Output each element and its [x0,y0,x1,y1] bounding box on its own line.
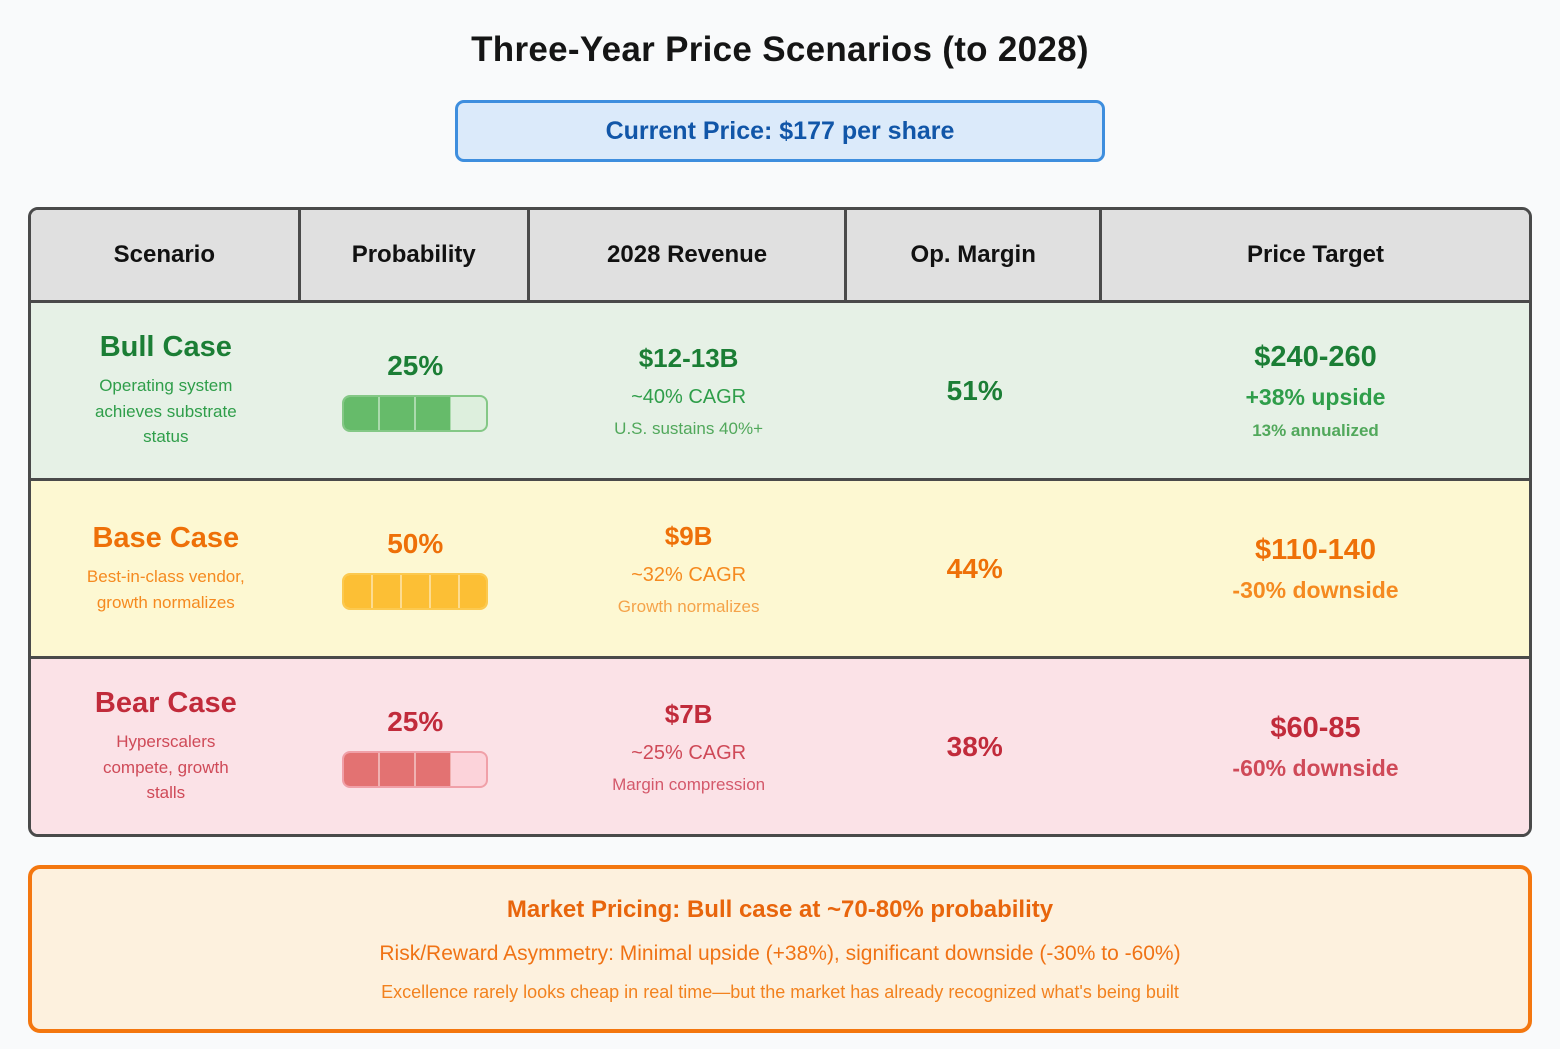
revenue-cagr: ~32% CAGR [631,563,747,586]
probability-bar [342,394,489,432]
scenario-name: Bull Case [99,331,232,364]
probability-value: 25% [387,705,444,737]
op-margin-value: 44% [946,552,1003,584]
scenario-name: Bear Case [94,687,237,720]
price-target-return: +38% upside [1245,383,1386,410]
revenue-cagr: ~25% CAGR [631,741,747,764]
header-scenario: Scenario [31,210,301,300]
probability-bar [342,572,489,610]
scenario-cell: Bear Case Hyperscalers compete, growth s… [31,659,301,834]
revenue-cell: $7B ~25% CAGR Margin compression [530,659,848,834]
scenario-description: Hyperscalers compete, growth stalls [102,732,229,803]
risk-reward-line: Risk/Reward Asymmetry: Minimal upside (+… [379,941,1181,965]
probability-cell: 50% [301,481,530,656]
probability-cell: 25% [301,303,530,478]
probability-bar-fill [344,396,451,430]
revenue-note: Margin compression [612,774,766,794]
header-revenue: 2028 Revenue [530,210,848,300]
revenue-cell: $12-13B ~40% CAGR U.S. sustains 40%+ [530,303,848,478]
table-header-row: Scenario Probability 2028 Revenue Op. Ma… [31,210,1529,300]
table-row-bear-case: Bear Case Hyperscalers compete, growth s… [31,656,1529,834]
scenario-name: Base Case [92,522,240,554]
price-target-value: $60-85 [1270,711,1361,744]
table-row-bull-case: Bull Case Operating system achieves subs… [31,300,1529,478]
header-price-target: Price Target [1247,241,1384,268]
revenue-note: U.S. sustains 40%+ [614,418,763,438]
scenario-description: Operating system achieves substrate stat… [94,376,237,447]
revenue-value: $12-13B [638,342,739,373]
price-target-return: -30% downside [1232,576,1399,603]
scenario-description: Best-in-class vendor, growth normalizes [86,567,245,612]
closing-remark-line: Excellence rarely looks cheap in real ti… [381,981,1179,1002]
price-target-note: 13% annualized [1252,420,1379,440]
revenue-cagr: ~40% CAGR [631,385,747,408]
op-margin-cell: 38% [847,659,1102,834]
price-target-cell: $240-260 +38% upside 13% annualized [1102,303,1529,478]
price-target-value: $110-140 [1255,533,1376,566]
header-probability: Probability [301,210,530,300]
price-target-value: $240-260 [1254,340,1377,373]
revenue-note: Growth normalizes [617,596,760,616]
price-target-return: -60% downside [1232,754,1399,781]
market-pricing-summary-box: Market Pricing: Bull case at ~70-80% pro… [28,865,1532,1033]
op-margin-value: 38% [946,730,1003,762]
probability-value: 50% [387,527,444,559]
op-margin-cell: 44% [847,481,1102,656]
scenario-cell: Bull Case Operating system achieves subs… [31,303,301,478]
scenario-table: Scenario Probability 2028 Revenue Op. Ma… [28,207,1532,837]
current-price-text: Current Price: $177 per share [605,116,955,145]
probability-bar-fill [344,752,451,786]
header-op-margin: Op. Margin [847,210,1103,300]
current-price-banner: Current Price: $177 per share [455,100,1105,162]
op-margin-cell: 51% [847,303,1102,478]
market-pricing-line: Market Pricing: Bull case at ~70-80% pro… [506,895,1054,923]
table-row-base-case: Base Case Best-in-class vendor, growth n… [31,478,1529,656]
revenue-value: $9B [664,520,713,551]
page-title: Three-Year Price Scenarios (to 2028) [471,30,1089,69]
revenue-value: $7B [664,698,713,729]
revenue-cell: $9B ~32% CAGR Growth normalizes [530,481,848,656]
probability-bar [342,750,489,788]
probability-cell: 25% [301,659,530,834]
probability-value: 25% [387,349,444,381]
price-target-cell: $110-140 -30% downside [1102,481,1529,656]
scenario-cell: Base Case Best-in-class vendor, growth n… [31,481,301,656]
op-margin-value: 51% [946,374,1003,406]
probability-bar-fill [344,574,487,608]
price-target-cell: $60-85 -60% downside [1102,659,1529,834]
